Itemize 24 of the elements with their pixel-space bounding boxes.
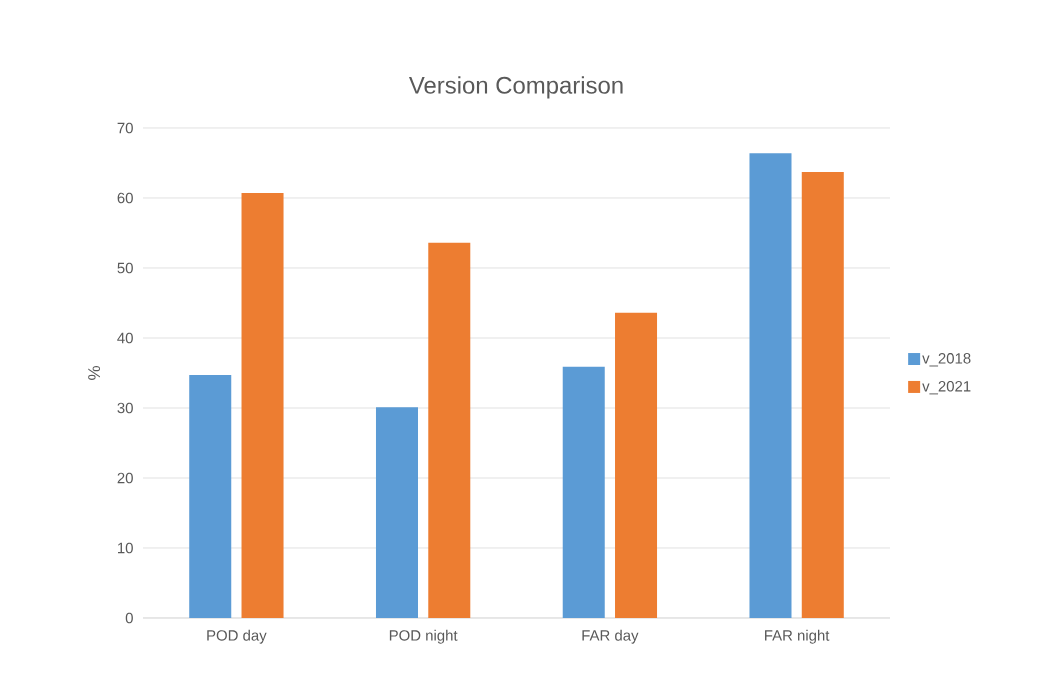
bar [428,242,471,618]
x-tick-label: FAR night [765,629,830,644]
bar [615,312,658,618]
y-tick-label: 40 [117,332,133,344]
x-tick-label: FAR day [582,629,639,644]
y-tick-label: 0 [125,612,133,624]
y-tick-label: 30 [117,402,133,414]
legend-label: v_2021 [922,380,971,395]
x-tick-label: POD day [207,629,267,644]
y-tick-label: 70 [117,122,133,134]
bar [241,193,284,618]
legend-label: v_2018 [922,353,971,367]
bar [749,153,792,618]
chart-title: Version Comparison [408,76,623,99]
y-axis-title: % [88,366,101,380]
bar [375,407,418,618]
x-tick-label: POD night [389,629,458,644]
y-tick-label: 20 [117,472,133,484]
y-tick-label: 60 [117,192,133,204]
bar [189,375,232,618]
y-tick-label: 10 [118,542,133,554]
bar [562,366,605,618]
y-tick-label: 50 [117,262,133,274]
bar [801,172,844,618]
